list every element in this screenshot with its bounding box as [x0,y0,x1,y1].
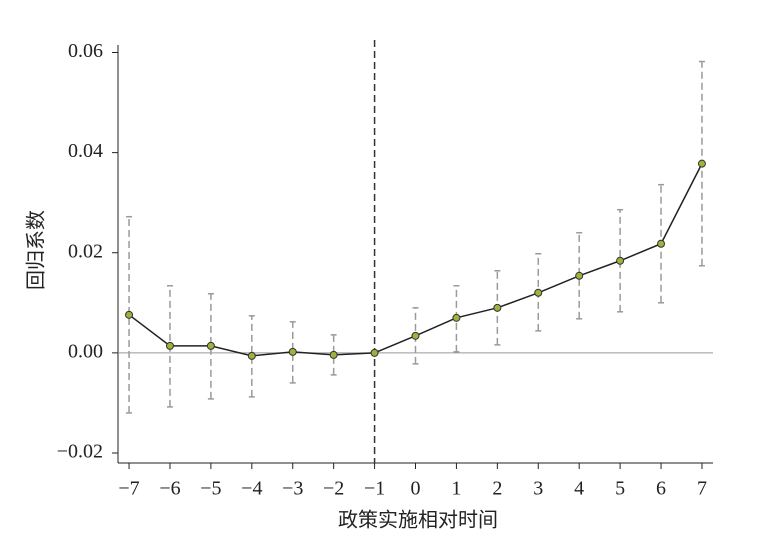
x-tick-label: −2 [323,478,344,500]
x-tick-label: 0 [411,478,421,500]
y-tick-label: 0.04 [68,140,103,162]
x-tick-label: −7 [118,478,139,500]
point [329,350,338,359]
point [452,313,461,322]
y-tick-label: −0.02 [57,441,103,463]
x-tick-label: 3 [533,478,543,500]
x-tick-label: 7 [697,478,707,500]
x-tick-label: −3 [282,478,303,500]
point [575,271,584,280]
point [493,303,502,312]
x-tick-label: 4 [574,478,584,500]
point [288,347,297,356]
point [247,351,256,360]
x-tick-label: −6 [159,478,180,500]
point [125,310,134,319]
x-tick-label: −5 [200,478,221,500]
point [165,341,174,350]
point [411,331,420,340]
point [697,159,706,168]
point [616,256,625,265]
x-tick-label: 5 [615,478,625,500]
point [657,239,666,248]
y-tick-label: 0.00 [68,340,103,362]
y-tick-label: 0.02 [68,240,103,262]
x-tick-label: 2 [492,478,502,500]
x-tick-label: −1 [364,478,385,500]
point [206,341,215,350]
point [534,288,543,297]
x-axis-label: 政策实施相对时间 [338,509,498,532]
x-tick-label: −4 [241,478,262,500]
y-axis-label: 回归系数 [25,210,48,290]
point [370,348,379,357]
y-tick-label: 0.06 [68,40,103,62]
x-tick-label: 1 [451,478,461,500]
x-tick-label: 6 [656,478,666,500]
